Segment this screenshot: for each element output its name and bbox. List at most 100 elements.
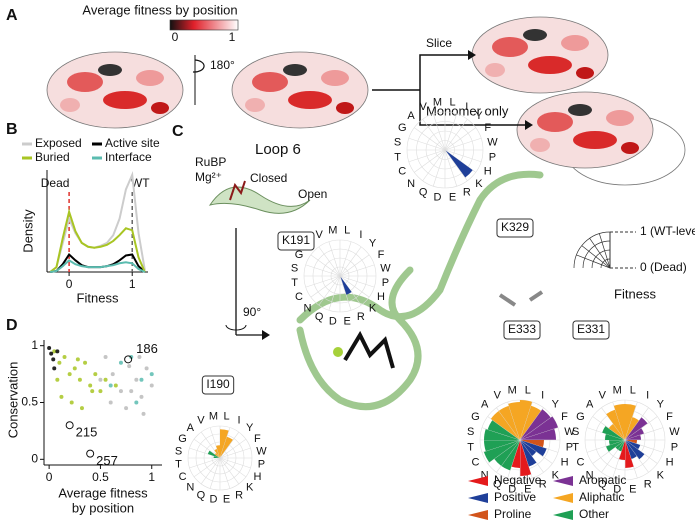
amino-acid-label: N [186, 482, 194, 494]
panel-letter: B [6, 121, 18, 138]
residue-label: I190 [206, 377, 230, 391]
amino-acid-label: E [629, 483, 636, 495]
annotation: Dead [41, 176, 70, 190]
point-label: 215 [76, 425, 98, 440]
point-label: 186 [136, 341, 158, 356]
amino-acid-label: I [465, 101, 468, 113]
amino-acid-label: R [235, 489, 243, 501]
wheel-spoke [519, 401, 533, 441]
amino-acid-label: K [552, 469, 560, 481]
amino-acid-label: T [175, 458, 182, 470]
amino-acid-label: D [508, 483, 516, 495]
wheel-spoke [444, 137, 482, 151]
fitness-wedge [520, 440, 532, 476]
amino-acid-label: M [328, 224, 337, 236]
amino-acid-label: P [671, 442, 678, 454]
legend-label: Proline [494, 507, 532, 520]
amino-acid-label: G [398, 122, 407, 134]
amino-acid-label: A [187, 422, 195, 434]
amino-acid-label: W [564, 426, 575, 438]
legend-label: Aliphatic [579, 490, 624, 504]
fitness-wedge [615, 440, 625, 450]
wheel-spoke [219, 457, 251, 469]
amino-acid-label: M [433, 96, 442, 108]
wheel-spoke [444, 119, 468, 151]
amino-acid-label: P [258, 458, 265, 470]
scale-arc [582, 240, 611, 269]
residue-box [572, 320, 610, 340]
amino-acid-label: N [407, 178, 415, 190]
scatter-point [118, 360, 123, 365]
fitness-wedge [608, 423, 625, 440]
scatter-point [134, 377, 139, 382]
amino-acid-label: W [380, 263, 391, 275]
amino-acid-label: K [475, 178, 483, 190]
scale-spoke [589, 238, 611, 269]
scatter-point [59, 394, 64, 399]
fitness-wedge [606, 409, 625, 440]
arrowhead [262, 330, 270, 340]
fitness-wedge [520, 440, 537, 467]
scatter-point [52, 349, 57, 354]
amino-acid-label: F [254, 433, 261, 445]
highlight-point [124, 355, 133, 364]
scatter-point [113, 383, 118, 388]
wheel-spoke [339, 264, 375, 277]
y-tick-label: 0.5 [21, 395, 38, 409]
loop-structure [208, 186, 311, 214]
amino-acid-label: D [613, 483, 621, 495]
protein-surface [471, 16, 609, 94]
amino-acid-label: S [467, 426, 474, 438]
wheel-spoke [318, 275, 341, 306]
amino-acid-label: N [481, 469, 489, 481]
amino-acid-label: H [666, 457, 674, 469]
legend-label: Negative [494, 473, 542, 487]
scatter-point [67, 372, 72, 377]
amino-acid-label: A [481, 399, 489, 411]
wheel-spoke [339, 241, 352, 277]
wheel-spoke [592, 439, 626, 464]
arrow [235, 228, 262, 336]
amino-acid-label: N [586, 469, 594, 481]
wheel-spoke [444, 149, 468, 181]
wheel-spoke [328, 241, 341, 277]
wheel-spoke [586, 439, 626, 453]
amino-acid-label: A [586, 399, 594, 411]
amino-acid-label: M [508, 385, 517, 397]
scale-title: Fitness [614, 286, 656, 301]
scatter-point [141, 411, 146, 416]
ligand [343, 330, 395, 369]
amino-acid-label: V [494, 389, 502, 401]
fitness-wedge [340, 276, 352, 295]
scatter-point [118, 389, 123, 394]
density-line [50, 259, 146, 273]
wheel-spoke [432, 113, 446, 151]
scatter-point [93, 372, 98, 377]
wheel-spoke [444, 113, 458, 151]
scale-spoke [576, 254, 611, 269]
protein-surface [231, 51, 369, 129]
wheel-spoke [444, 127, 476, 151]
colorbar-title: Average fitness by position [82, 2, 237, 17]
scale-spoke [599, 233, 611, 269]
scatter-point [72, 366, 77, 371]
wheel-spoke [209, 457, 221, 489]
amino-acid-label: Y [369, 237, 377, 249]
amino-acid-label: N [303, 302, 311, 314]
fitness-wedge [220, 436, 234, 458]
fitness-wedge [445, 150, 473, 178]
fitness-wedge [625, 417, 648, 440]
amino-acid-label: D [434, 191, 442, 203]
colorbar-tick-label: 1 [229, 30, 236, 44]
colorbar [169, 19, 239, 31]
amino-acid-label: W [487, 136, 498, 148]
protein-surface [516, 91, 654, 169]
residue-box [496, 218, 534, 238]
fitness-wedge [508, 402, 520, 440]
y-axis-label: Conservation [5, 362, 20, 439]
amino-acid-label: L [449, 96, 455, 108]
residue-box [503, 320, 541, 340]
wheel-spoke [310, 275, 341, 298]
colorbar-tick-label: 0 [172, 30, 179, 44]
wheel-spoke [219, 438, 247, 459]
